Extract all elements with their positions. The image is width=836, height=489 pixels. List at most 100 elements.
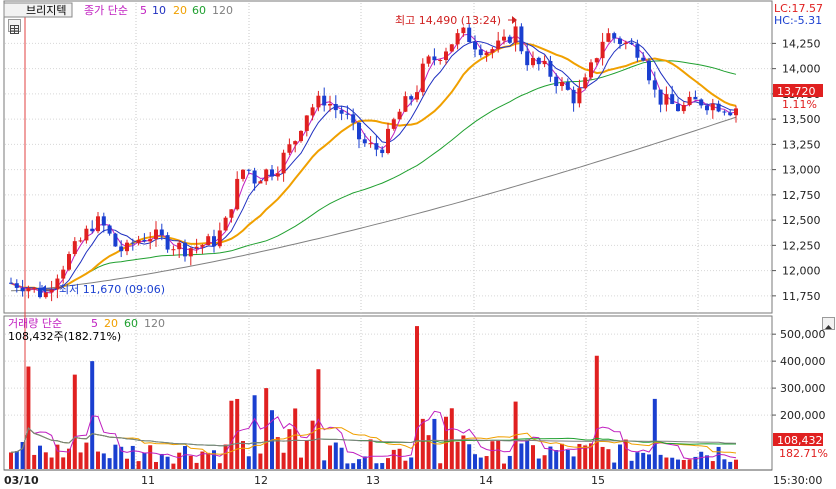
candle-down (38, 287, 42, 298)
candle-down (351, 114, 356, 123)
candle-down (635, 44, 640, 58)
volume-bar-up (223, 444, 228, 469)
volume-bar-down (351, 463, 356, 469)
candle-down (716, 103, 721, 112)
candle-up (264, 169, 269, 182)
volume-bar-down (693, 456, 698, 469)
candle-down (246, 169, 251, 171)
candle-up (449, 44, 454, 52)
volume-bar-down (629, 460, 634, 469)
candle-down (333, 104, 338, 111)
current-change: 1.11% (782, 98, 817, 111)
candle-up (177, 242, 182, 250)
volume-axis-label: 200,000 (780, 409, 826, 422)
candle-up (194, 246, 199, 249)
price-axis-label: 12,250 (782, 239, 821, 252)
volume-bar-down (409, 457, 414, 469)
volume-bar-up (606, 449, 611, 469)
grid-settings-icon[interactable] (8, 19, 21, 34)
candle-down (647, 60, 651, 81)
volume-bar-down (252, 395, 257, 469)
candle-up (67, 254, 71, 270)
candle-down (478, 49, 483, 56)
price-axis-label: 13,500 (782, 113, 821, 126)
candle-up (403, 96, 408, 112)
volume-bar-up (600, 446, 605, 469)
volume-bar-up (415, 326, 419, 469)
ma10-line (10, 40, 737, 292)
volume-bar-down (705, 455, 709, 469)
volume-bar-down (525, 439, 530, 469)
volume-legend-label: 거래량 단순 (8, 317, 62, 330)
low-annotation: 최저 11,670 (09:06) (59, 283, 165, 296)
candle-down (525, 51, 530, 66)
candle-up (200, 245, 205, 247)
volume-bar-down (519, 443, 524, 469)
candle-up (275, 173, 280, 177)
candle-up (577, 88, 582, 104)
candle-up (229, 209, 234, 218)
x-axis-label: 14 (479, 474, 493, 487)
volume-bar-up (368, 439, 373, 469)
candle-down (548, 60, 553, 77)
volume-bar-down (467, 444, 472, 469)
volume-bar-up (49, 457, 54, 469)
candle-up (420, 63, 425, 93)
candle-down (322, 95, 327, 106)
current-price: 13,720 (777, 85, 816, 98)
volume-bar-up (484, 456, 489, 469)
volume-bar-down (478, 457, 483, 469)
candle-up (293, 141, 298, 145)
candle-up (606, 33, 611, 42)
volume-bar-down (333, 442, 338, 469)
candle-up (78, 240, 83, 242)
vol-legend-ma20: 20 (104, 317, 118, 330)
volume-bar-up (136, 461, 141, 469)
candle-up (55, 278, 60, 290)
stock-name-box[interactable] (3, 2, 73, 18)
candle-down (571, 89, 576, 104)
candle-down (165, 235, 170, 250)
candle-up (391, 119, 396, 129)
candle-down (252, 170, 257, 184)
panel-collapse-icon[interactable] (822, 317, 835, 330)
candle-up (583, 77, 588, 89)
candle-up (154, 229, 158, 240)
volume-bar-up (397, 448, 402, 469)
candle-up (397, 111, 402, 120)
volume-axis-label: 400,000 (780, 355, 826, 368)
candle-down (507, 36, 512, 43)
candle-up (136, 239, 141, 244)
volume-bar-down (107, 458, 112, 469)
candle-up (304, 115, 309, 131)
current-volume: 108,432 (777, 434, 823, 447)
volume-bar-up (55, 444, 60, 469)
volume-ma120-line (10, 427, 737, 453)
candle-up (438, 59, 443, 61)
volume-bar-up (78, 452, 83, 469)
vol-legend-ma120: 120 (144, 317, 165, 330)
candle-up (484, 52, 489, 56)
volume-ma5-line (10, 410, 737, 460)
volume-bar-up (687, 459, 692, 469)
high-annotation: 최고 14,490 (13:24) (395, 14, 501, 27)
volume-bar-up (560, 443, 564, 469)
candle-up (368, 143, 373, 145)
volume-bar-up (281, 452, 286, 469)
volume-bar-up (200, 451, 205, 469)
volume-bar-up (426, 435, 431, 469)
candle-down (467, 27, 472, 43)
volume-bar-up (531, 445, 535, 469)
volume-bar-down (90, 361, 95, 469)
volume-bar-up (623, 439, 628, 469)
candle-down (270, 169, 274, 177)
volume-bar-down (699, 451, 704, 469)
volume-bar-down (362, 456, 367, 469)
x-axis-label: 12 (254, 474, 268, 487)
candle-down (345, 113, 350, 115)
candle-down (612, 33, 617, 39)
candle-up (235, 178, 240, 210)
candle-down (14, 283, 19, 288)
volume-bar-up (583, 445, 588, 469)
